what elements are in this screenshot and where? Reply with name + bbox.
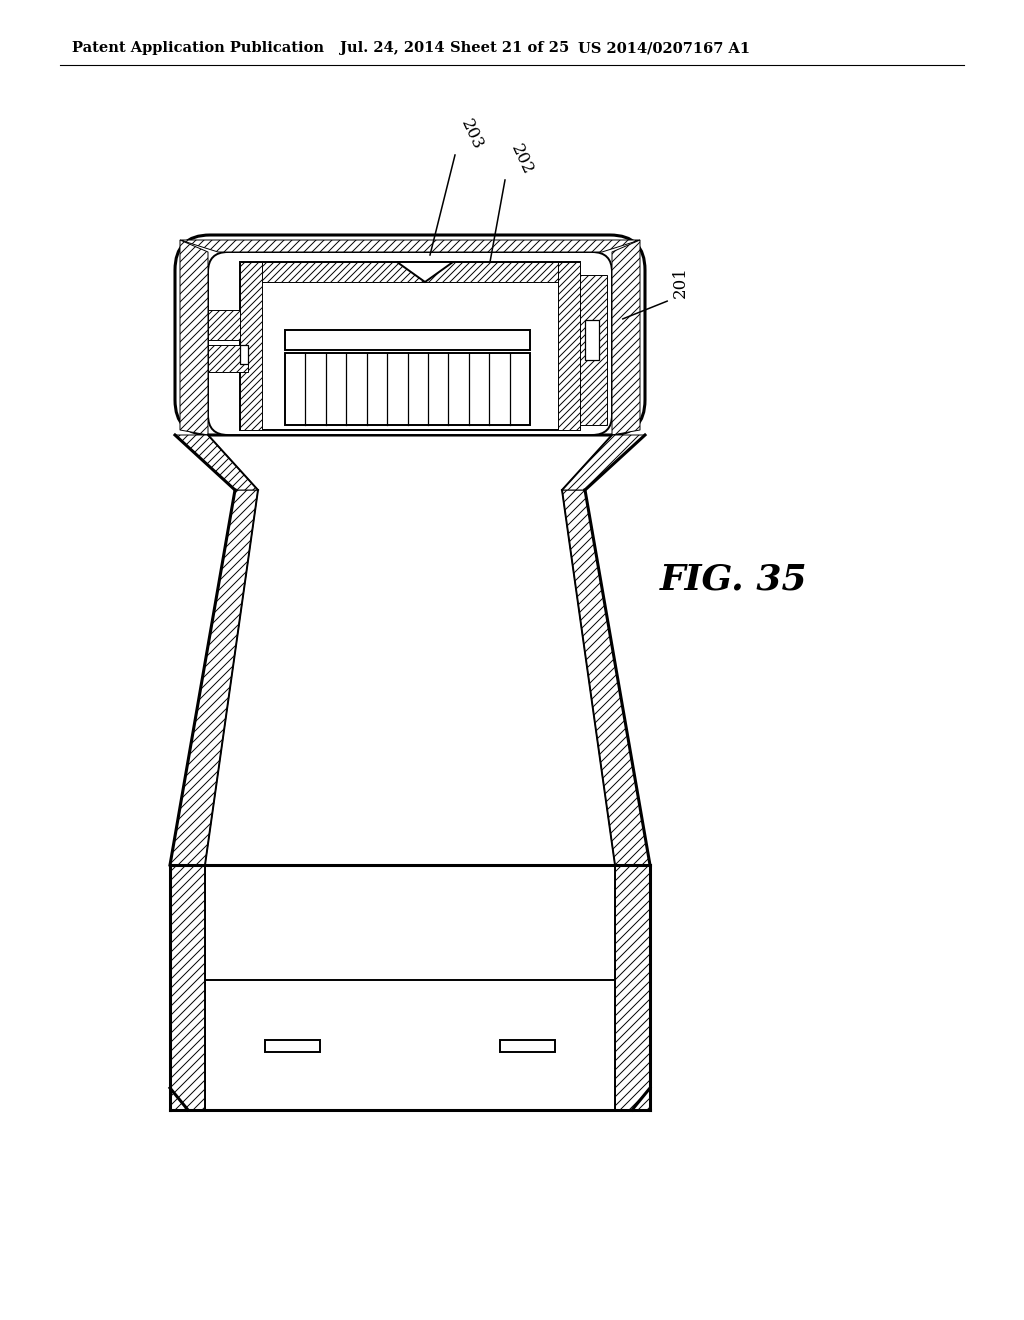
Polygon shape bbox=[240, 261, 580, 282]
Polygon shape bbox=[170, 865, 205, 1110]
Polygon shape bbox=[170, 490, 258, 865]
FancyBboxPatch shape bbox=[175, 235, 645, 436]
Polygon shape bbox=[240, 261, 262, 430]
Polygon shape bbox=[562, 490, 650, 865]
Polygon shape bbox=[558, 261, 580, 430]
Text: Patent Application Publication: Patent Application Publication bbox=[72, 41, 324, 55]
Bar bbox=[500, 1040, 555, 1052]
Text: US 2014/0207167 A1: US 2014/0207167 A1 bbox=[578, 41, 751, 55]
Polygon shape bbox=[397, 261, 453, 282]
Polygon shape bbox=[580, 275, 607, 425]
Polygon shape bbox=[615, 865, 650, 1110]
Text: Sheet 21 of 25: Sheet 21 of 25 bbox=[450, 41, 569, 55]
Text: 201: 201 bbox=[672, 267, 689, 298]
Polygon shape bbox=[612, 240, 640, 436]
Polygon shape bbox=[180, 240, 208, 436]
Text: 203: 203 bbox=[457, 117, 485, 153]
Text: 202: 202 bbox=[507, 143, 536, 178]
Polygon shape bbox=[208, 345, 248, 372]
Bar bbox=[585, 319, 599, 360]
Bar bbox=[265, 1040, 319, 1052]
Polygon shape bbox=[175, 436, 258, 490]
Polygon shape bbox=[240, 345, 248, 364]
Text: Jul. 24, 2014: Jul. 24, 2014 bbox=[340, 41, 444, 55]
Bar bbox=[285, 352, 530, 425]
Text: FIG. 35: FIG. 35 bbox=[660, 564, 808, 597]
FancyBboxPatch shape bbox=[208, 252, 612, 436]
Polygon shape bbox=[562, 436, 645, 490]
Polygon shape bbox=[208, 310, 240, 341]
Bar bbox=[240, 261, 580, 430]
Bar bbox=[285, 330, 530, 350]
Polygon shape bbox=[180, 240, 640, 252]
